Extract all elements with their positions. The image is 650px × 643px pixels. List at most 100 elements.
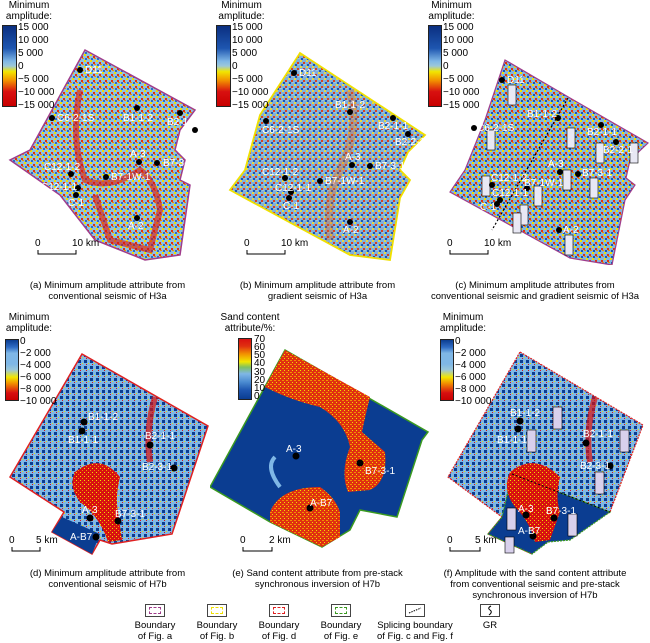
well-label: B7-1W-1 xyxy=(111,172,151,183)
well-label: B1-1-2 xyxy=(123,113,153,124)
well-label: B7-3-1 xyxy=(582,168,612,179)
colorbar-d xyxy=(5,339,19,401)
legend-item-boundary-d: Boundary of Fig. d xyxy=(254,604,304,642)
well-label: B2-2-1 xyxy=(186,133,215,144)
well-marker xyxy=(349,162,355,168)
sand-body-f xyxy=(506,463,560,542)
well-label: C12-1-2 xyxy=(491,173,528,184)
gr-curve-icon xyxy=(552,406,563,430)
survey-area-a xyxy=(8,48,197,261)
well-marker xyxy=(73,192,79,198)
map-c: D11 B1-1-2 C6-2-1S B2-1-1 B2-2-1 A-3 B7-… xyxy=(447,59,649,265)
well-marker xyxy=(555,115,561,121)
caption-c: (c) Minimum amplitude attributes from con… xyxy=(430,280,640,302)
well-label: C-1 xyxy=(68,198,85,209)
well-marker xyxy=(134,105,140,111)
survey-area-d xyxy=(8,352,209,556)
well-label: B2-3-1 xyxy=(580,461,610,472)
well-marker xyxy=(598,122,604,128)
well-label: A-B7 xyxy=(310,498,333,509)
colorbar-e xyxy=(238,338,252,400)
well-label: B2-1-1 xyxy=(587,127,617,138)
svg-text:0: 0 xyxy=(244,238,250,249)
well-label: B2-1-1 xyxy=(167,117,197,128)
panel-f: B1-1-2 B1-1-1 B2-1-1 B2-3-1 A-3 B7-3-1 A… xyxy=(430,312,650,601)
well-marker xyxy=(582,439,590,447)
well-label: A-B7 xyxy=(70,532,93,543)
well-marker xyxy=(347,109,353,115)
splice-boundary-icon xyxy=(405,604,425,617)
scale-bar-f: 0 5 km xyxy=(447,535,497,552)
well-marker xyxy=(556,227,562,233)
gr-curve-icon xyxy=(566,127,576,149)
well-marker xyxy=(49,115,55,121)
panel-e: A-3 B7-3-1 A-B7 0 2 km Sand content attri… xyxy=(210,312,430,590)
wells-a: D11 C6-2-1S B1-1-2 B2-1-1 B2-2-1 A-3 B7-… xyxy=(41,65,215,232)
boundary-d-icon xyxy=(269,604,289,617)
svg-text:10 km: 10 km xyxy=(484,238,511,249)
well-label: B2-1-1 xyxy=(378,121,408,132)
well-marker xyxy=(529,532,537,540)
well-label: B2-3-1 xyxy=(142,462,172,473)
map-a: D11 C6-2-1S B1-1-2 B2-1-1 B2-2-1 A-3 B7-… xyxy=(8,48,215,261)
colorbar-title-c: Minimum amplitude: xyxy=(428,0,475,22)
well-marker xyxy=(292,452,300,460)
well-label: A-B7 xyxy=(518,526,541,537)
well-label: A-3 xyxy=(82,505,98,516)
colorbar-title-a: Minimum amplitude: xyxy=(5,0,53,22)
well-marker xyxy=(356,459,364,467)
gr-curve-icon xyxy=(526,429,537,453)
svg-text:10 km: 10 km xyxy=(281,238,308,249)
well-marker xyxy=(494,201,500,207)
well-label: C6-2-1S xyxy=(477,123,515,134)
gr-curve-icon xyxy=(589,177,599,199)
well-marker xyxy=(606,462,614,470)
wells-e: A-3 B7-3-1 A-B7 xyxy=(286,444,395,512)
gr-curve-icon xyxy=(486,129,496,151)
well-label: A-2 xyxy=(563,225,579,236)
scale-bar-d: 0 5 km xyxy=(9,535,58,552)
well-marker xyxy=(177,110,183,116)
well-marker xyxy=(390,115,396,121)
well-label: B7-3-1 xyxy=(115,509,145,520)
well-marker xyxy=(92,533,100,541)
survey-area-c xyxy=(449,59,649,265)
map-f: B1-1-2 B1-1-1 B2-1-1 B2-3-1 A-3 B7-3-1 A… xyxy=(447,351,644,555)
gr-curve-icon xyxy=(481,175,491,197)
gr-curve-icon xyxy=(594,471,605,495)
channel-b xyxy=(324,89,358,241)
gr-curves-f xyxy=(504,406,630,554)
well-label: B1-1-1 xyxy=(68,435,98,446)
svg-text:0: 0 xyxy=(447,535,453,546)
colorbar-title-b: Minimum amplitude: xyxy=(218,0,265,22)
well-marker xyxy=(86,514,94,522)
well-label: A-3 xyxy=(286,444,302,455)
well-label: C6-2-1S xyxy=(262,125,300,136)
sand-body-south-e xyxy=(270,487,340,547)
legend-item-boundary-e: Boundary of Fig. e xyxy=(316,604,366,642)
map-d: B1-1-2 B1-1-1 B2-1-1 B2-3-1 A-3 B7-3-1 A… xyxy=(8,352,209,556)
well-marker xyxy=(575,171,581,177)
well-label: A-3 xyxy=(518,504,534,515)
well-label: B1-1-2 xyxy=(88,412,118,423)
legend: Boundary of Fig. a Boundary of Fig. b Boun… xyxy=(130,604,530,643)
well-marker xyxy=(75,185,81,191)
svg-text:10 km: 10 km xyxy=(72,238,99,249)
well-marker xyxy=(103,174,109,180)
svg-text:0: 0 xyxy=(35,238,41,249)
colorbar-b xyxy=(216,25,231,107)
well-label: B2-1-1 xyxy=(145,431,175,442)
well-marker xyxy=(514,425,522,433)
well-label: C12-1-1 xyxy=(492,188,529,199)
well-marker xyxy=(192,127,198,133)
svg-text:2 km: 2 km xyxy=(269,535,291,546)
colorbar-c xyxy=(428,25,442,107)
well-label: B2-2-1 xyxy=(395,137,425,148)
well-label: B1-1-2 xyxy=(510,408,540,419)
caption-b: (b) Minimum amplitude attribute from grad… xyxy=(239,280,396,302)
well-label: B1-1-2 xyxy=(335,100,365,111)
map-e: A-3 B7-3-1 A-B7 0 2 km xyxy=(210,348,430,552)
dark-block-d xyxy=(52,517,100,554)
sand-body-d xyxy=(72,463,122,542)
svg-text:5 km: 5 km xyxy=(36,535,58,546)
